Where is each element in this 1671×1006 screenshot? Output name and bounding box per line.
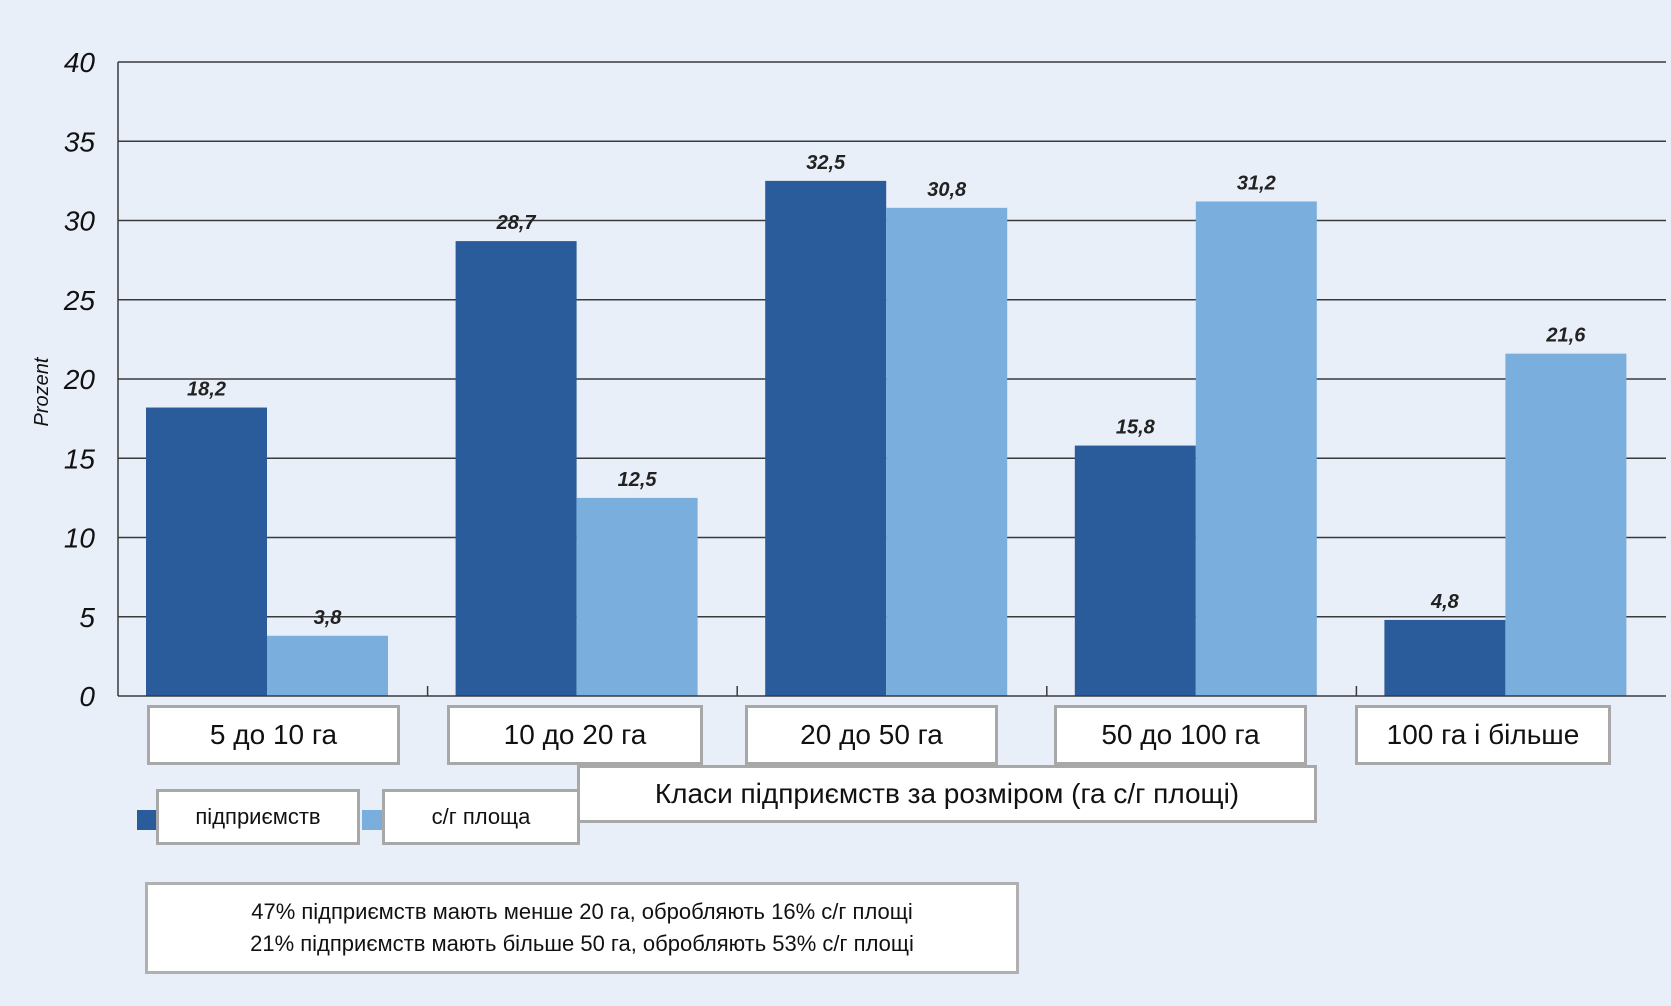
data-label-enterprises-1: 28,7 [496,212,537,234]
bar-enterprises-2 [765,180,887,696]
bar-agri-area-2 [886,207,1008,696]
y-tick-label-0: 0 [79,681,95,712]
category-label-10-20: 10 до 20 га [447,705,703,765]
data-label-enterprises-0: 18,2 [187,379,226,401]
y-axis-label: Prozent [31,356,53,426]
category-label-20-50: 20 до 50 га [745,705,998,765]
data-labels: 18,2 28,7 32,5 15,8 4,8 3,8 12,5 30,8 31,2 21,6 [187,152,1586,629]
summary-note-line-1: 47% підприємств мають менше 20 га, оброб… [251,899,913,924]
legend-label-enterprises: підприємств [156,789,360,845]
legend-label-agri-area: с/г площа [382,789,580,845]
bar-agri-area-4 [1505,353,1627,696]
legend-swatch-enterprises [137,810,157,830]
summary-note-line-2: 21% підприємств мають більше 50 га, обро… [250,931,914,956]
data-label-enterprises-2: 32,5 [806,152,846,174]
y-tick-label-40: 40 [64,47,96,78]
bar-agri-area-3 [1195,201,1317,697]
bar-enterprises-1 [455,241,577,697]
bar-agri-area-1 [576,497,698,696]
y-tick-label-30: 30 [64,206,96,237]
x-axis-label: Класи підприємств за розміром (га с/г пл… [577,765,1317,823]
data-label-agri-area-4: 21,6 [1545,325,1586,347]
bar-enterprises-4 [1384,619,1506,696]
y-tick-label-35: 35 [64,126,96,157]
y-tick-label-25: 25 [63,285,96,316]
summary-note: 47% підприємств мають менше 20 га, оброб… [145,882,1019,974]
y-tick-label-10: 10 [64,523,96,554]
bar-enterprises-0 [146,407,267,696]
bar-agri-area-0 [267,635,388,696]
y-tick-label-5: 5 [79,602,95,633]
y-tick-label-15: 15 [64,443,96,474]
data-label-agri-area-3: 31,2 [1237,172,1276,194]
y-tick-label-20: 20 [63,364,96,395]
legend-swatch-agri-area [362,810,382,830]
bars [146,180,1627,697]
data-label-agri-area-0: 3,8 [314,607,343,629]
data-label-enterprises-3: 15,8 [1116,417,1156,439]
data-label-agri-area-2: 30,8 [927,179,967,201]
data-label-enterprises-4: 4,8 [1430,591,1460,613]
category-label-100-plus: 100 га і більше [1355,705,1611,765]
category-label-50-100: 50 до 100 га [1054,705,1307,765]
bar-enterprises-3 [1074,445,1196,696]
category-label-5-10: 5 до 10 га [147,705,400,765]
axes: 0 5 10 15 20 25 30 35 40 [63,47,1666,712]
data-label-agri-area-1: 12,5 [618,469,658,491]
